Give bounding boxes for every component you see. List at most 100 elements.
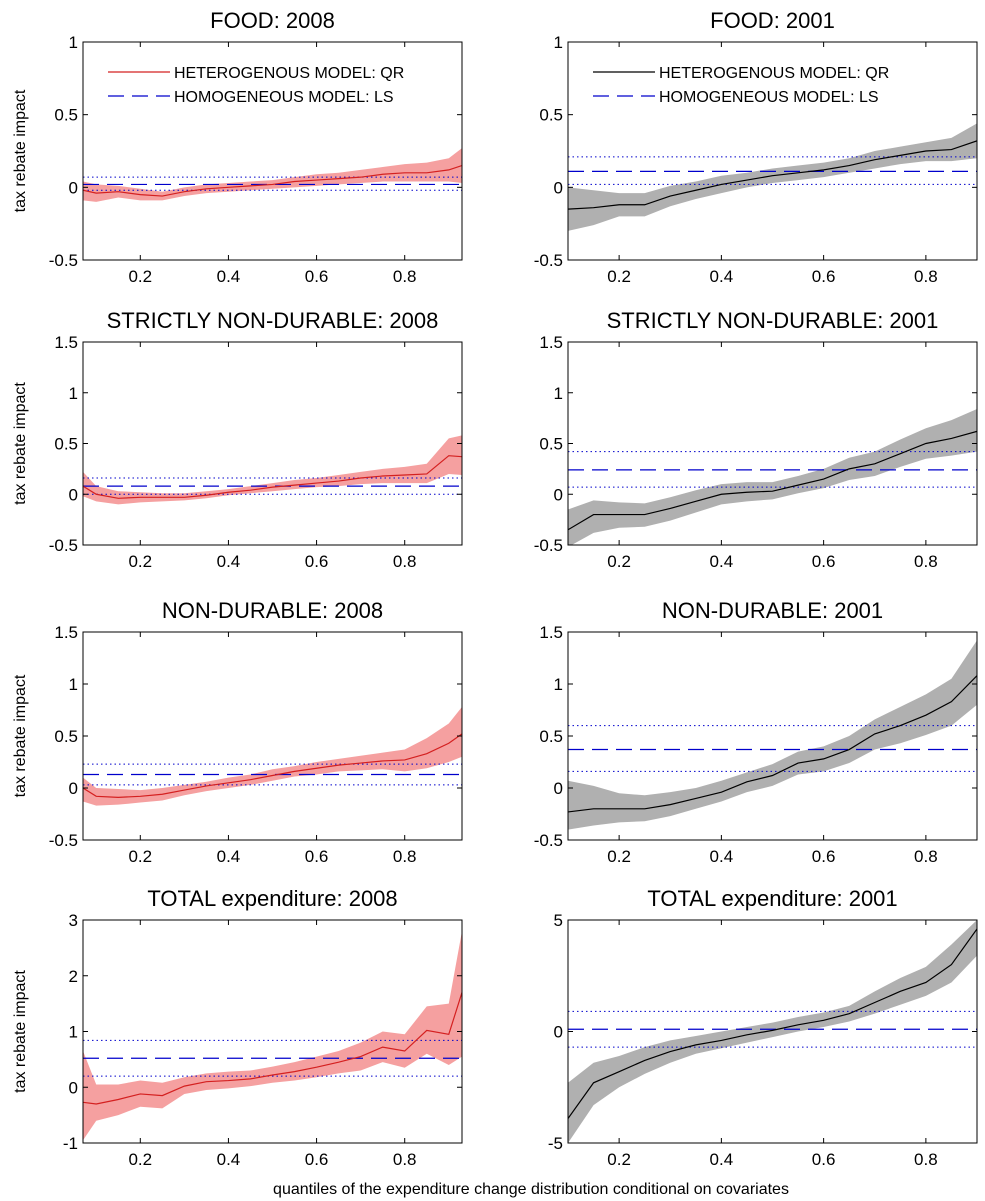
y-tick-label: 0 xyxy=(69,485,78,504)
qr-estimate-line xyxy=(568,928,977,1119)
x-tick-label: 0.2 xyxy=(607,847,631,866)
y-tick-label: 0 xyxy=(69,779,78,798)
y-tick-label: 1 xyxy=(554,33,563,52)
y-tick-label: 0 xyxy=(554,178,563,197)
y-tick-label: 0 xyxy=(554,779,563,798)
y-tick-label: -0.5 xyxy=(534,831,563,850)
x-tick-label: 0.2 xyxy=(128,847,152,866)
y-tick-label: 0 xyxy=(554,485,563,504)
x-tick-label: 0.6 xyxy=(812,267,836,286)
panel-title: STRICTLY NON-DURABLE: 2008 xyxy=(107,308,439,333)
x-tick-label: 0.4 xyxy=(710,847,734,866)
chart-panel-5: -0.5 0 0.5 1 1.5 0.2 0.4 0.6 0.8 NON-DURABLE: 200… xyxy=(12,598,463,866)
y-tick-label: 1 xyxy=(554,675,563,694)
y-axis-label: tax rebate impact xyxy=(12,674,29,797)
y-tick-label: -0.5 xyxy=(534,251,563,270)
y-tick-label: 2 xyxy=(69,967,78,986)
x-tick-label: 0.4 xyxy=(217,1150,241,1169)
y-axis-label: tax rebate impact xyxy=(12,89,29,212)
chart-panel-4: -0.5 0 0.5 1 1.5 0.2 0.4 0.6 0.8 STRICTLY NON-DUR… xyxy=(534,308,978,571)
y-tick-label: 0 xyxy=(69,178,78,197)
legend-entry: HOMOGENEOUS MODEL: LS xyxy=(659,89,879,106)
panel-title: TOTAL expenditure: 2001 xyxy=(647,886,897,911)
panel-title: NON-DURABLE: 2001 xyxy=(662,598,883,623)
qr-estimate-line xyxy=(83,164,462,197)
x-tick-label: 0.4 xyxy=(710,1150,734,1169)
axes-box xyxy=(82,631,463,841)
x-tick-label: 0.8 xyxy=(914,847,938,866)
qr-estimate-line xyxy=(568,675,977,813)
panel-title: FOOD: 2008 xyxy=(210,8,335,33)
panel-title: STRICTLY NON-DURABLE: 2001 xyxy=(607,308,939,333)
x-axis-label: quantiles of the expenditure change dist… xyxy=(273,1181,789,1198)
x-tick-label: 0.4 xyxy=(710,552,734,571)
y-tick-label: 0 xyxy=(554,1023,563,1042)
x-tick-label: 0.2 xyxy=(128,267,152,286)
axes-box xyxy=(82,41,463,261)
x-tick-label: 0.8 xyxy=(393,267,417,286)
y-tick-label: -5 xyxy=(548,1134,563,1153)
chart-panel-6: -0.5 0 0.5 1 1.5 0.2 0.4 0.6 0.8 NON-DURABLE: 200… xyxy=(534,598,978,866)
x-tick-label: 0.6 xyxy=(305,552,329,571)
y-tick-label: -0.5 xyxy=(49,831,78,850)
x-tick-label: 0.2 xyxy=(607,1150,631,1169)
y-tick-label: 5 xyxy=(554,911,563,930)
panel-title: FOOD: 2001 xyxy=(710,8,835,33)
axes-box xyxy=(567,41,978,261)
qr-estimate-line xyxy=(568,430,977,531)
qr-estimate-line xyxy=(83,733,462,798)
qr-estimate-line xyxy=(568,140,977,210)
x-tick-label: 0.4 xyxy=(217,267,241,286)
y-tick-label: 0.5 xyxy=(54,727,78,746)
qr-estimate-line xyxy=(83,455,462,499)
qr-confidence-band xyxy=(83,706,462,806)
panel-title: TOTAL expenditure: 2008 xyxy=(147,886,397,911)
y-tick-label: 0.5 xyxy=(54,106,78,125)
qr-confidence-band xyxy=(568,123,977,231)
y-tick-label: 1.5 xyxy=(54,333,78,352)
x-tick-label: 0.8 xyxy=(914,552,938,571)
y-tick-label: 0.5 xyxy=(54,435,78,454)
chart-panel-1: -0.5 0 0.5 1 0.2 0.4 0.6 0.8 FOOD: 2008 tax rebat… xyxy=(12,8,463,286)
y-tick-label: 0.5 xyxy=(539,435,563,454)
x-tick-label: 0.4 xyxy=(710,267,734,286)
y-axis-label: tax rebate impact xyxy=(12,382,29,505)
y-tick-label: 1.5 xyxy=(539,623,563,642)
x-tick-label: 0.6 xyxy=(812,552,836,571)
y-tick-label: 1 xyxy=(554,384,563,403)
chart-panel-3: -0.5 0 0.5 1 1.5 0.2 0.4 0.6 0.8 STRICTLY NON-DUR… xyxy=(12,308,463,571)
legend-entry: HOMOGENEOUS MODEL: LS xyxy=(174,89,394,106)
x-tick-label: 0.6 xyxy=(305,1150,329,1169)
y-tick-label: 1 xyxy=(69,384,78,403)
y-tick-label: 1 xyxy=(69,1023,78,1042)
y-tick-label: 1.5 xyxy=(539,333,563,352)
y-tick-label: 1 xyxy=(69,675,78,694)
qr-confidence-band xyxy=(83,931,462,1141)
x-tick-label: 0.8 xyxy=(914,1150,938,1169)
chart-panel-8: -5 0 5 0.2 0.4 0.6 0.8 TOTAL expenditure: 2001 xyxy=(548,886,978,1169)
qr-confidence-band xyxy=(83,148,462,202)
y-tick-label: 3 xyxy=(69,911,78,930)
x-tick-label: 0.2 xyxy=(128,1150,152,1169)
legend-entry: HETEROGENOUS MODEL: QR xyxy=(174,65,404,82)
y-tick-label: -0.5 xyxy=(534,536,563,555)
x-tick-label: 0.8 xyxy=(393,552,417,571)
y-tick-label: -0.5 xyxy=(49,536,78,555)
y-tick-label: -0.5 xyxy=(49,251,78,270)
x-tick-label: 0.6 xyxy=(812,847,836,866)
panel-title: NON-DURABLE: 2008 xyxy=(162,598,383,623)
axes-box xyxy=(82,341,463,546)
qr-confidence-band xyxy=(568,408,977,545)
x-tick-label: 0.6 xyxy=(812,1150,836,1169)
x-tick-label: 0.6 xyxy=(305,847,329,866)
y-tick-label: 0.5 xyxy=(539,727,563,746)
chart-panel-2: -0.5 0 0.5 1 0.2 0.4 0.6 0.8 FOOD: 2001 HETEROGEN… xyxy=(534,8,978,286)
x-tick-label: 0.4 xyxy=(217,552,241,571)
x-tick-label: 0.2 xyxy=(607,552,631,571)
x-tick-label: 0.8 xyxy=(914,267,938,286)
y-tick-label: 0.5 xyxy=(539,106,563,125)
y-tick-label: 0 xyxy=(69,1078,78,1097)
x-tick-label: 0.4 xyxy=(217,847,241,866)
y-tick-label: -1 xyxy=(63,1134,78,1153)
